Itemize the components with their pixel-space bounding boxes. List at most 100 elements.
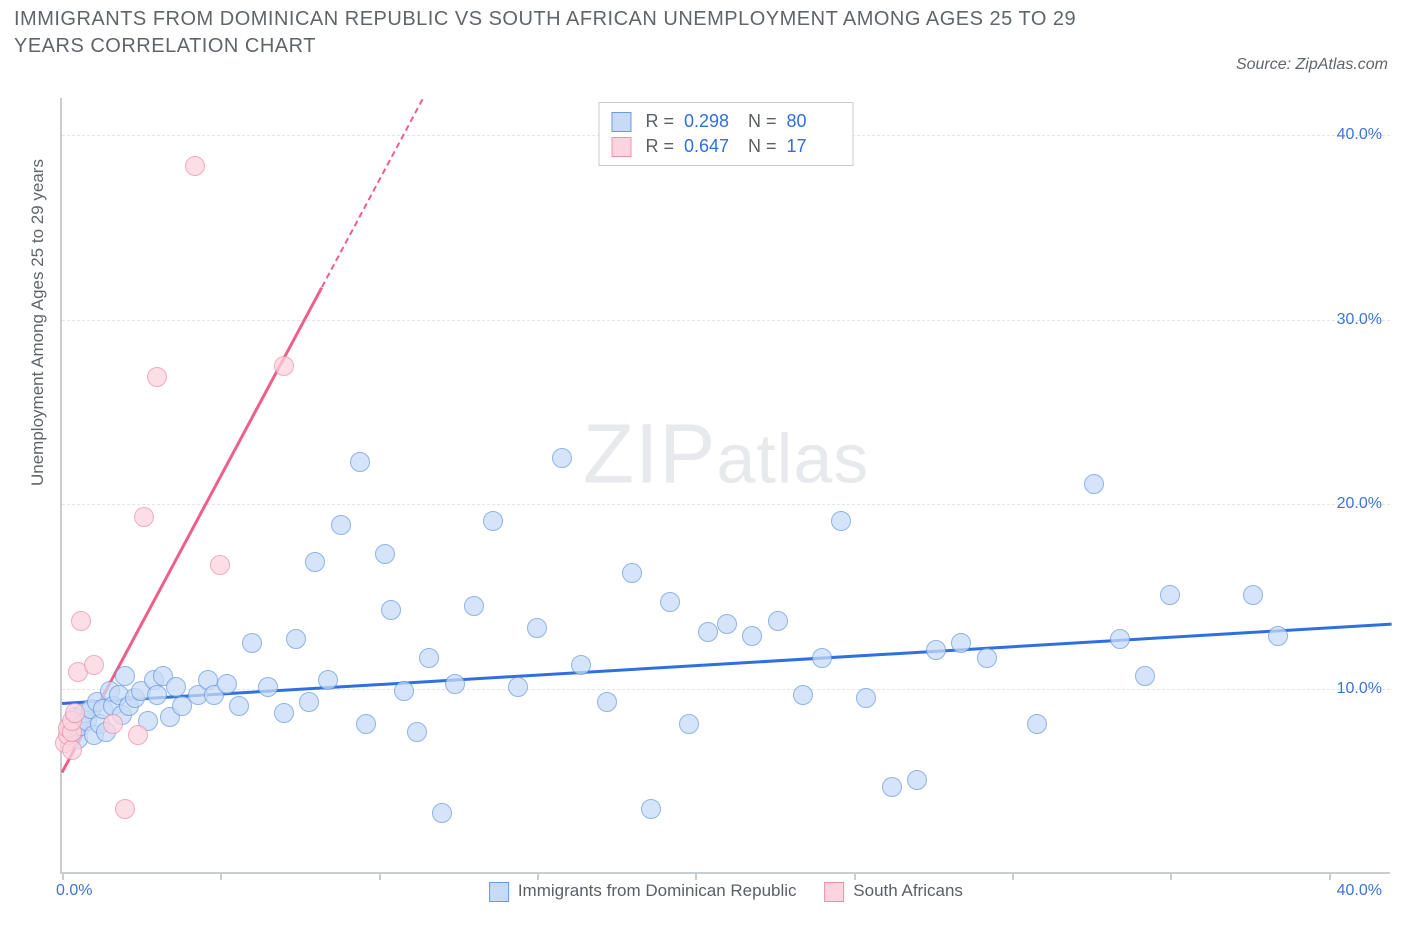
data-point (62, 740, 82, 760)
data-point (1027, 714, 1047, 734)
trend-line (321, 99, 423, 288)
stat-r-label: R = (645, 134, 674, 159)
x-tick (854, 872, 856, 880)
data-point (331, 515, 351, 535)
data-point (258, 677, 278, 697)
legend-bottom: Immigrants from Dominican Republic South… (489, 881, 963, 902)
y-axis-title: Unemployment Among Ages 25 to 29 years (28, 159, 48, 486)
x-tick (1012, 872, 1014, 880)
data-point (926, 640, 946, 660)
data-point (793, 685, 813, 705)
data-point (1084, 474, 1104, 494)
data-point (432, 803, 452, 823)
data-point (679, 714, 699, 734)
data-point (831, 511, 851, 531)
data-point (882, 777, 902, 797)
legend-stats-row: R = 0.647 N = 17 (611, 134, 840, 159)
data-point (115, 799, 135, 819)
data-point (483, 511, 503, 531)
x-tick (695, 872, 697, 880)
data-point (350, 452, 370, 472)
y-tick-label: 40.0% (1337, 126, 1382, 144)
data-point (464, 596, 484, 616)
x-axis-min-label: 0.0% (56, 882, 92, 900)
data-point (571, 655, 591, 675)
data-point (286, 629, 306, 649)
plot-area: ZIPatlas R = 0.298 N = 80 R = 0.647 N = … (60, 98, 1390, 874)
x-tick (220, 872, 222, 880)
data-point (742, 626, 762, 646)
stat-r-label: R = (645, 109, 674, 134)
data-point (394, 681, 414, 701)
data-point (134, 507, 154, 527)
x-tick (537, 872, 539, 880)
data-point (166, 677, 186, 697)
legend-label: Immigrants from Dominican Republic (518, 881, 797, 900)
data-point (445, 674, 465, 694)
stat-r-value: 0.647 (684, 134, 738, 159)
data-point (768, 611, 788, 631)
legend-stats-row: R = 0.298 N = 80 (611, 109, 840, 134)
legend-label: South Africans (853, 881, 963, 900)
data-point (242, 633, 262, 653)
x-axis-max-label: 40.0% (1337, 882, 1382, 900)
data-point (1243, 585, 1263, 605)
gridline (62, 320, 1390, 321)
data-point (217, 674, 237, 694)
data-point (65, 703, 85, 723)
data-point (103, 714, 123, 734)
stat-n-label: N = (748, 109, 777, 134)
legend-swatch-icon (825, 882, 845, 902)
data-point (1160, 585, 1180, 605)
data-point (381, 600, 401, 620)
data-point (274, 703, 294, 723)
data-point (977, 648, 997, 668)
data-point (84, 655, 104, 675)
data-point (717, 614, 737, 634)
data-point (660, 592, 680, 612)
watermark-atlas: atlas (716, 420, 869, 498)
data-point (552, 448, 572, 468)
data-point (356, 714, 376, 734)
source-name: ZipAtlas.com (1296, 56, 1388, 73)
x-tick (379, 872, 381, 880)
y-tick-label: 30.0% (1337, 311, 1382, 329)
source-prefix: Source: (1236, 56, 1296, 73)
data-point (597, 692, 617, 712)
data-point (274, 356, 294, 376)
data-point (698, 622, 718, 642)
stat-r-value: 0.298 (684, 109, 738, 134)
data-point (1110, 629, 1130, 649)
data-point (299, 692, 319, 712)
stat-n-value: 80 (787, 109, 841, 134)
data-point (318, 670, 338, 690)
data-point (128, 725, 148, 745)
data-point (71, 611, 91, 631)
data-point (407, 722, 427, 742)
legend-swatch-icon (611, 112, 631, 132)
data-point (951, 633, 971, 653)
legend-item: South Africans (825, 881, 963, 902)
stat-n-label: N = (748, 134, 777, 159)
legend-item: Immigrants from Dominican Republic (489, 881, 796, 902)
data-point (210, 555, 230, 575)
data-point (229, 696, 249, 716)
data-point (527, 618, 547, 638)
data-point (115, 666, 135, 686)
source-attribution: Source: ZipAtlas.com (1236, 56, 1388, 74)
data-point (185, 156, 205, 176)
legend-stats-box: R = 0.298 N = 80 R = 0.647 N = 17 (598, 102, 853, 166)
data-point (641, 799, 661, 819)
data-point (1268, 626, 1288, 646)
watermark: ZIPatlas (583, 406, 870, 503)
data-point (907, 770, 927, 790)
data-point (419, 648, 439, 668)
data-point (375, 544, 395, 564)
legend-swatch-icon (489, 882, 509, 902)
y-tick-label: 10.0% (1337, 680, 1382, 698)
y-tick-label: 20.0% (1337, 495, 1382, 513)
stat-n-value: 17 (787, 134, 841, 159)
data-point (812, 648, 832, 668)
watermark-zip: ZIP (583, 407, 717, 501)
data-point (856, 688, 876, 708)
